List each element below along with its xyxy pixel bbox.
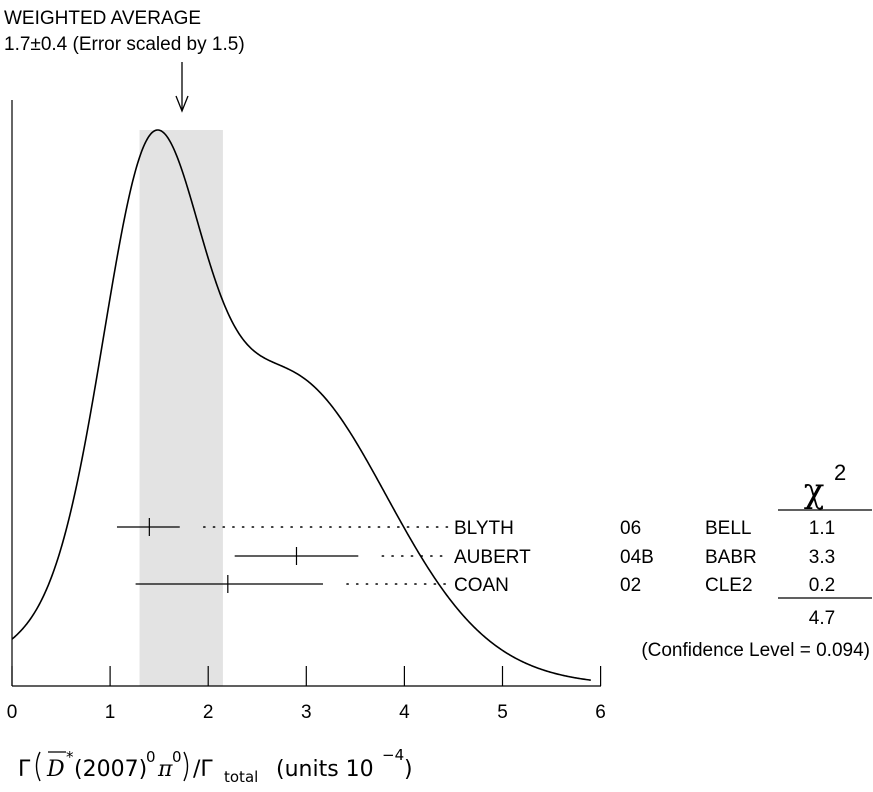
measurement-chi2: 0.2 — [809, 575, 835, 596]
xlabel-dstar: D — [46, 757, 65, 782]
ideogram-curve — [11, 129, 591, 681]
x-tick-label: 1 — [105, 702, 116, 723]
measurement-author: AUBERT — [454, 547, 531, 568]
measurement-year: 02 — [620, 575, 641, 596]
xlabel-slash: /Γ — [193, 757, 213, 782]
measurement-experiment: BELL — [705, 518, 751, 539]
xlabel-star: * — [66, 748, 74, 766]
x-tick-label: 4 — [399, 702, 410, 723]
xlabel-units: (units 10 — [276, 757, 374, 782]
average-arrow — [175, 62, 189, 113]
x-tick-label: 3 — [301, 702, 312, 723]
weighted-average-value: 1.7±0.4 (Error scaled by 1.5) — [4, 34, 245, 55]
measurement-author: BLYTH — [454, 518, 514, 539]
x-tick-label: 0 — [7, 702, 18, 723]
measurement-experiment: CLE2 — [705, 575, 753, 596]
measurement-row: BLYTH 06 BELL 1.1 — [116, 518, 835, 539]
measurement-list: BLYTH 06 BELL 1.1 AUBERT 04B BABR 3.3 COAN 02 CLE2… — [116, 509, 872, 596]
xlabel-paren-close — [183, 751, 189, 782]
measurement-year: 06 — [620, 518, 641, 539]
x-tick-label: 6 — [595, 702, 606, 723]
xlabel-pi: π — [157, 757, 173, 782]
chi2-symbol: χ — [804, 471, 825, 511]
xlabel-sup0b: 0 — [172, 748, 182, 766]
weighted-average-title: WEIGHTED AVERAGE — [4, 8, 201, 29]
xlabel-mass: (2007) — [74, 757, 147, 782]
measurement-experiment: BABR — [705, 547, 757, 568]
x-tick-label: 5 — [497, 702, 508, 723]
measurement-row: AUBERT 04B BABR 3.3 — [234, 547, 835, 568]
xlabel-paren-open — [35, 751, 41, 782]
measurement-author: COAN — [454, 575, 509, 596]
confidence-level: (Confidence Level = 0.094) — [641, 640, 870, 661]
x-axis-label: Γ D * (2007) 0 π 0 /Γ total (units 10 −4… — [18, 746, 413, 786]
chi2-total: 4.7 — [809, 608, 835, 629]
xlabel-gamma: Γ — [18, 757, 31, 782]
measurement-chi2: 3.3 — [809, 547, 835, 568]
x-ticks: 0 1 2 3 4 5 6 — [7, 666, 606, 723]
average-error-band — [139, 130, 223, 686]
measurement-chi2: 1.1 — [809, 518, 835, 539]
measurement-row: COAN 02 CLE2 0.2 — [135, 575, 835, 596]
xlabel-sup0: 0 — [146, 748, 156, 766]
x-tick-label: 2 — [203, 702, 214, 723]
xlabel-total: total — [224, 768, 258, 786]
measurement-year: 04B — [620, 547, 654, 568]
xlabel-close: ) — [404, 757, 413, 782]
chi2-exponent: 2 — [834, 460, 846, 485]
xlabel-exp: −4 — [382, 746, 404, 764]
